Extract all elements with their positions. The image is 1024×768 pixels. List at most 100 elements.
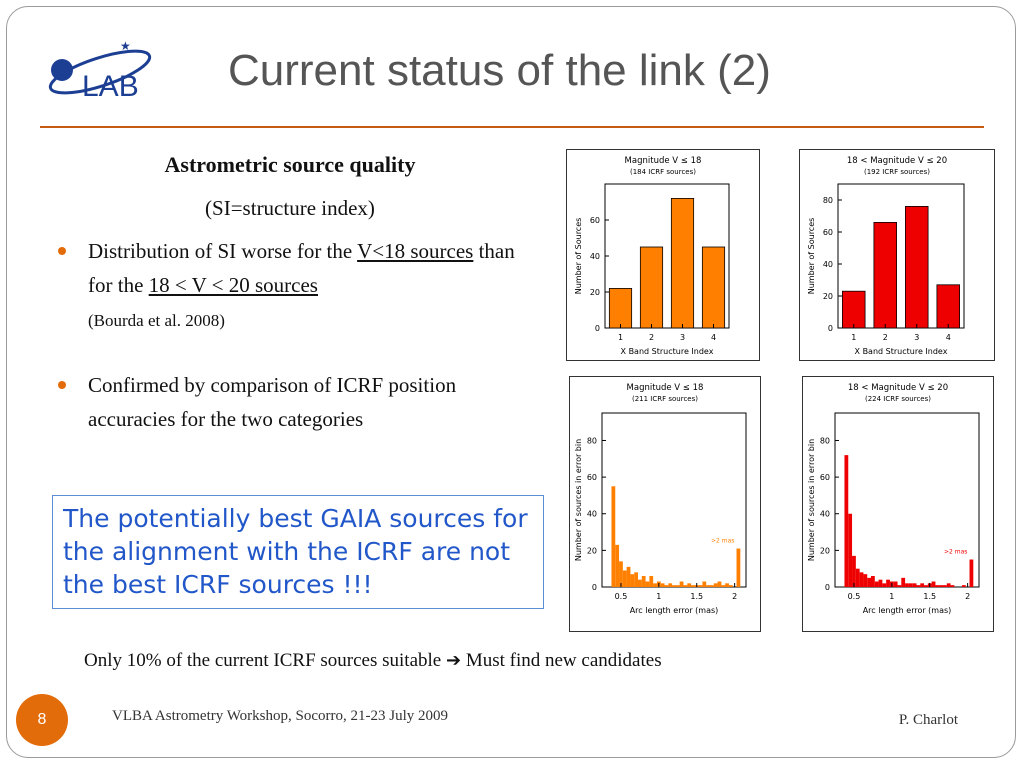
slide-frame xyxy=(6,6,1016,758)
histogram-bar xyxy=(852,555,856,587)
histogram-bar xyxy=(912,583,917,587)
plot-frame xyxy=(601,412,747,588)
callout-box: The potentially best GAIA sources for th… xyxy=(52,495,544,609)
x-tick-label: 4 xyxy=(946,333,951,342)
x-axis-label: X Band Structure Index xyxy=(621,347,714,356)
histogram-bar xyxy=(736,548,741,587)
bullet1-text-b: than for the xyxy=(88,239,515,297)
histogram-bar xyxy=(630,574,635,587)
chart-si-faint: 18 < Magnitude V ≤ 20 (192 ICRF sources) 0… xyxy=(799,149,995,361)
bar xyxy=(873,222,897,329)
x-tick-label: 1 xyxy=(889,592,894,601)
histogram-bar xyxy=(939,585,943,587)
y-tick-label: 60 xyxy=(587,473,597,482)
histogram-bar xyxy=(691,585,695,587)
chart-subtitle: (184 ICRF sources) xyxy=(630,168,696,176)
histogram-bar xyxy=(874,581,879,587)
chart-annotation: >2 mas xyxy=(944,549,967,556)
y-tick-label: 80 xyxy=(820,436,830,445)
histogram-bar xyxy=(893,581,898,587)
section-heading: Astrometric source quality xyxy=(164,152,416,177)
histogram-bar xyxy=(679,581,684,587)
histogram-bar xyxy=(935,585,940,587)
y-axis-label: Number of sources in error bin xyxy=(807,439,816,561)
histogram-bar xyxy=(905,583,909,587)
histogram-bar xyxy=(728,585,733,587)
histogram-bar xyxy=(916,585,921,587)
x-tick-label: 3 xyxy=(680,333,685,342)
bullet-si-distribution: Distribution of SI worse for the V<18 so… xyxy=(58,234,528,338)
histogram-bar xyxy=(946,583,951,587)
x-tick-label: 2 xyxy=(732,592,737,601)
x-axis-label: Arc length error (mas) xyxy=(863,606,952,615)
histogram-bar xyxy=(878,579,883,587)
x-tick-label: 2 xyxy=(883,333,888,342)
histogram-bar xyxy=(675,585,680,587)
plot-frame xyxy=(837,183,965,329)
histogram-bar xyxy=(848,513,853,587)
chart-title: 18 < Magnitude V ≤ 20 xyxy=(847,156,947,166)
chart-subtitle: (224 ICRF sources) xyxy=(865,395,931,403)
page-number-badge: 8 xyxy=(16,694,68,746)
y-tick-label: 0 xyxy=(825,583,830,592)
histogram-bar xyxy=(855,568,860,587)
title-rule xyxy=(40,126,984,128)
x-tick-label: 1.5 xyxy=(690,592,703,601)
histogram-bar xyxy=(619,561,623,587)
y-tick-label: 60 xyxy=(820,473,830,482)
bar xyxy=(842,290,866,329)
x-tick-label: 1 xyxy=(656,592,661,601)
histogram-bar xyxy=(969,559,974,587)
x-axis-label: X Band Structure Index xyxy=(855,347,948,356)
y-tick-label: 0 xyxy=(595,324,600,333)
x-tick-label: 2 xyxy=(649,333,654,342)
y-tick-label: 80 xyxy=(587,436,597,445)
bar xyxy=(670,198,695,329)
bullet-dot xyxy=(58,247,66,255)
x-tick-label: 3 xyxy=(914,333,919,342)
histogram-bar xyxy=(706,585,710,587)
histogram-bar xyxy=(901,577,906,587)
chart-si-bright: Magnitude V ≤ 18 (184 ICRF sources) 0 20 40 6… xyxy=(566,149,760,361)
section-subheading: (SI=structure index) xyxy=(205,196,375,220)
slide-title: Current status of the link (2) xyxy=(228,46,771,95)
y-tick-label: 40 xyxy=(823,260,833,269)
conclusion-line: Only 10% of the current ICRF sources sui… xyxy=(84,650,662,672)
histogram-bar xyxy=(622,570,627,587)
bullet1-link-b: 18 < V < 20 sources xyxy=(148,273,318,297)
x-axis-label: Arc length error (mas) xyxy=(630,606,719,615)
y-tick-label: 0 xyxy=(592,583,597,592)
bar xyxy=(639,246,664,329)
plot-frame xyxy=(834,412,980,588)
histogram-bar xyxy=(638,579,642,587)
histogram-bar xyxy=(634,572,638,587)
histogram-bar xyxy=(668,583,673,587)
x-tick-label: 2 xyxy=(965,592,970,601)
bar xyxy=(936,284,960,329)
y-tick-label: 20 xyxy=(587,546,597,555)
x-tick-label: 1 xyxy=(618,333,623,342)
histogram-bar xyxy=(641,576,646,587)
histogram-bar xyxy=(687,583,692,587)
bullet-dot xyxy=(58,381,66,389)
chart-title: 18 < Magnitude V ≤ 20 xyxy=(848,383,948,393)
lab-logo: LAB ★ xyxy=(42,36,162,116)
chart-error-bright: Magnitude V ≤ 18 (211 ICRF sources) 0 20 40 6… xyxy=(569,376,761,632)
histogram-bar xyxy=(717,581,722,587)
x-tick-label: 0.5 xyxy=(848,592,861,601)
histogram-bar xyxy=(698,585,703,587)
bar xyxy=(608,287,633,329)
bullet1-link-a: V<18 sources xyxy=(357,239,474,263)
svg-text:★: ★ xyxy=(120,39,131,53)
histogram-bar xyxy=(645,581,650,587)
y-tick-label: 60 xyxy=(590,216,600,225)
chart-subtitle: (211 ICRF sources) xyxy=(632,395,698,403)
right-arrow-icon: ➔ xyxy=(445,650,462,671)
chart-subtitle: (192 ICRF sources) xyxy=(864,168,930,176)
histogram-bar xyxy=(683,585,688,587)
histogram-bar xyxy=(702,581,707,587)
bar xyxy=(905,206,929,329)
y-axis-label: Number of Sources xyxy=(807,218,816,295)
footer-author: P. Charlot xyxy=(898,712,958,728)
y-axis-label: Number of Sources xyxy=(574,218,583,295)
